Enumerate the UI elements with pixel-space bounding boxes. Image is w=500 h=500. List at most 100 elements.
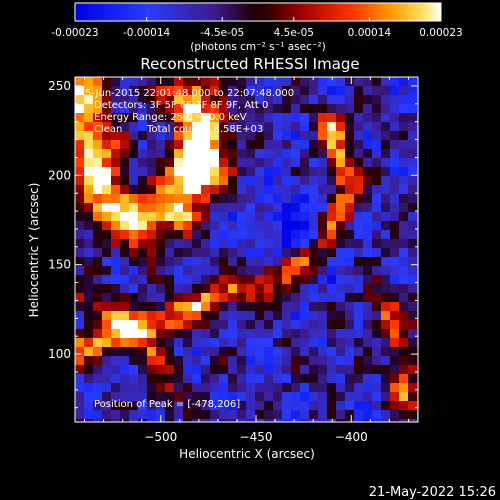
heatmap-cell: [273, 347, 283, 357]
heatmap-cell: [390, 131, 400, 141]
heatmap-cell: [147, 257, 157, 267]
heatmap-cell: [129, 239, 139, 249]
heatmap-cell: [174, 86, 184, 96]
heatmap-cell: [93, 239, 103, 249]
heatmap-cell: [165, 167, 175, 177]
heatmap-cell: [390, 365, 400, 375]
heatmap-cell: [156, 347, 166, 357]
heatmap-cell: [246, 176, 256, 186]
heatmap-cell: [201, 410, 211, 420]
heatmap-cell: [309, 302, 319, 312]
heatmap-cell: [354, 338, 364, 348]
heatmap-cell: [219, 230, 229, 240]
heatmap-cell: [165, 284, 175, 294]
heatmap-cell: [183, 419, 193, 422]
heatmap-cell: [264, 257, 274, 267]
heatmap-cell: [138, 230, 148, 240]
heatmap-cell: [165, 338, 175, 348]
heatmap-cell: [300, 392, 310, 402]
heatmap-cell: [183, 230, 193, 240]
heatmap-cell: [237, 383, 247, 393]
heatmap-cell: [192, 248, 202, 258]
heatmap-cell: [111, 203, 121, 213]
heatmap-cell: [372, 248, 382, 258]
heatmap-cell: [318, 104, 328, 114]
y-axis-label: Heliocentric Y (arcsec): [27, 183, 41, 318]
heatmap-cell: [156, 158, 166, 168]
heatmap-cell: [390, 302, 400, 312]
heatmap-cell: [408, 419, 418, 422]
heatmap-cell: [318, 383, 328, 393]
heatmap-cell: [264, 356, 274, 366]
heatmap-cell: [165, 239, 175, 249]
heatmap-cell: [129, 95, 139, 105]
heatmap-cell: [372, 257, 382, 267]
heatmap-cell: [309, 410, 319, 420]
heatmap-cell: [336, 140, 346, 150]
heatmap-cell: [363, 158, 373, 168]
heatmap-cell: [147, 293, 157, 303]
heatmap-cell: [147, 347, 157, 357]
heatmap-cell: [273, 122, 283, 132]
heatmap-cell: [318, 338, 328, 348]
heatmap-cell: [219, 185, 229, 195]
heatmap-cell: [75, 140, 85, 150]
heatmap-cell: [174, 212, 184, 222]
heatmap-cell: [138, 410, 148, 420]
heatmap-cell: [120, 347, 130, 357]
heatmap-cell: [282, 95, 292, 105]
heatmap-cell: [399, 275, 409, 285]
heatmap-cell: [282, 338, 292, 348]
heatmap-cell: [192, 167, 202, 177]
heatmap-cell: [300, 275, 310, 285]
heatmap-cell: [246, 383, 256, 393]
heatmap-cell: [147, 329, 157, 339]
heatmap-cell: [399, 257, 409, 267]
heatmap-cell: [201, 284, 211, 294]
heatmap-cell: [336, 383, 346, 393]
heatmap-cell: [255, 113, 265, 123]
heatmap-cell: [192, 365, 202, 375]
heatmap-cell: [327, 230, 337, 240]
heatmap-cell: [111, 239, 121, 249]
heatmap-cell: [84, 401, 94, 411]
heatmap-cell: [291, 221, 301, 231]
heatmap-cell: [165, 86, 175, 96]
heatmap-cell: [300, 131, 310, 141]
heatmap-cell: [255, 149, 265, 159]
heatmap-cell: [183, 302, 193, 312]
heatmap-cell: [300, 284, 310, 294]
heatmap-cell: [354, 374, 364, 384]
heatmap-cell: [282, 77, 292, 87]
heatmap-cell: [129, 104, 139, 114]
heatmap-cell: [246, 194, 256, 204]
heatmap-cell: [138, 401, 148, 411]
heatmap-cell: [129, 221, 139, 231]
heatmap-cell: [210, 104, 220, 114]
heatmap-cell: [201, 401, 211, 411]
heatmap-cell: [102, 356, 112, 366]
heatmap-cell: [93, 95, 103, 105]
heatmap-cell: [273, 401, 283, 411]
heatmap-cell: [219, 257, 229, 267]
heatmap-cell: [192, 311, 202, 321]
heatmap-cell: [84, 311, 94, 321]
heatmap-cell: [246, 365, 256, 375]
heatmap-cell: [147, 239, 157, 249]
heatmap-cell: [354, 122, 364, 132]
heatmap-cell: [390, 86, 400, 96]
heatmap-cell: [381, 203, 391, 213]
heatmap-cell: [309, 293, 319, 303]
heatmap-cell: [165, 311, 175, 321]
heatmap-cell: [219, 176, 229, 186]
heatmap-cell: [75, 194, 85, 204]
heatmap-cell: [84, 176, 94, 186]
heatmap-cell: [390, 221, 400, 231]
heatmap-cell: [381, 149, 391, 159]
heatmap-cell: [111, 212, 121, 222]
heatmap-cell: [192, 257, 202, 267]
heatmap-cell: [336, 293, 346, 303]
heatmap-cell: [93, 167, 103, 177]
heatmap-cell: [201, 257, 211, 267]
heatmap-cell: [174, 374, 184, 384]
